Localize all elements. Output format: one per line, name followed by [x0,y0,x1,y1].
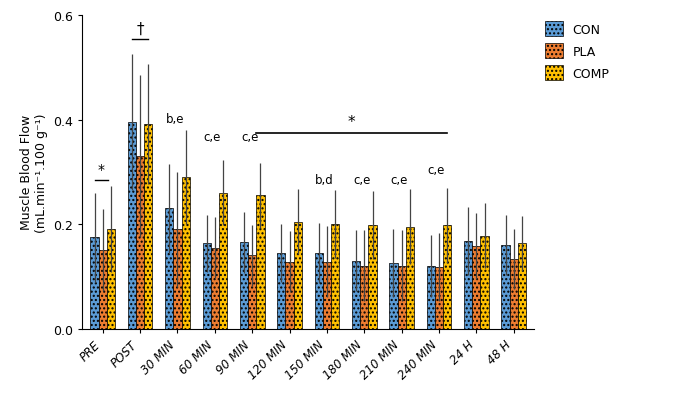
Text: *: * [348,115,356,130]
Bar [90,237,99,329]
Bar [128,123,136,329]
Bar [480,236,488,329]
Legend: CON, PLA, COMP: CON, PLA, COMP [545,22,610,81]
Bar [314,253,323,329]
Bar [397,266,406,329]
Bar [173,230,182,329]
Text: c,e: c,e [428,164,445,176]
Text: *: * [98,163,105,176]
Bar [248,256,256,329]
Bar [510,259,518,329]
Text: c,e: c,e [390,174,408,187]
Bar [518,244,526,329]
Text: c,e: c,e [203,131,221,144]
Bar [211,248,219,329]
Bar [406,227,414,329]
Bar [389,264,397,329]
Bar [369,226,377,329]
Bar [145,124,153,329]
Text: c,e: c,e [353,174,371,187]
Bar [323,262,331,329]
Bar [464,241,472,329]
Text: b,e: b,e [166,113,184,126]
Text: †: † [136,22,144,37]
Bar [352,261,360,329]
Bar [294,222,302,329]
Text: b,d: b,d [315,174,334,187]
Bar [427,266,435,329]
Y-axis label: Muscle Blood Flow
(mL.min⁻¹.100 g⁻¹): Muscle Blood Flow (mL.min⁻¹.100 g⁻¹) [20,113,48,232]
Bar [165,209,173,329]
Bar [107,230,115,329]
Text: c,e: c,e [241,131,258,144]
Bar [277,253,286,329]
Bar [435,267,443,329]
Bar [331,225,339,329]
Bar [286,262,294,329]
Bar [472,247,480,329]
Bar [360,266,369,329]
Bar [501,245,510,329]
Bar [256,196,264,329]
Bar [136,157,145,329]
Bar [99,251,107,329]
Bar [203,244,211,329]
Bar [182,178,190,329]
Bar [219,193,227,329]
Bar [240,243,248,329]
Bar [443,226,451,329]
